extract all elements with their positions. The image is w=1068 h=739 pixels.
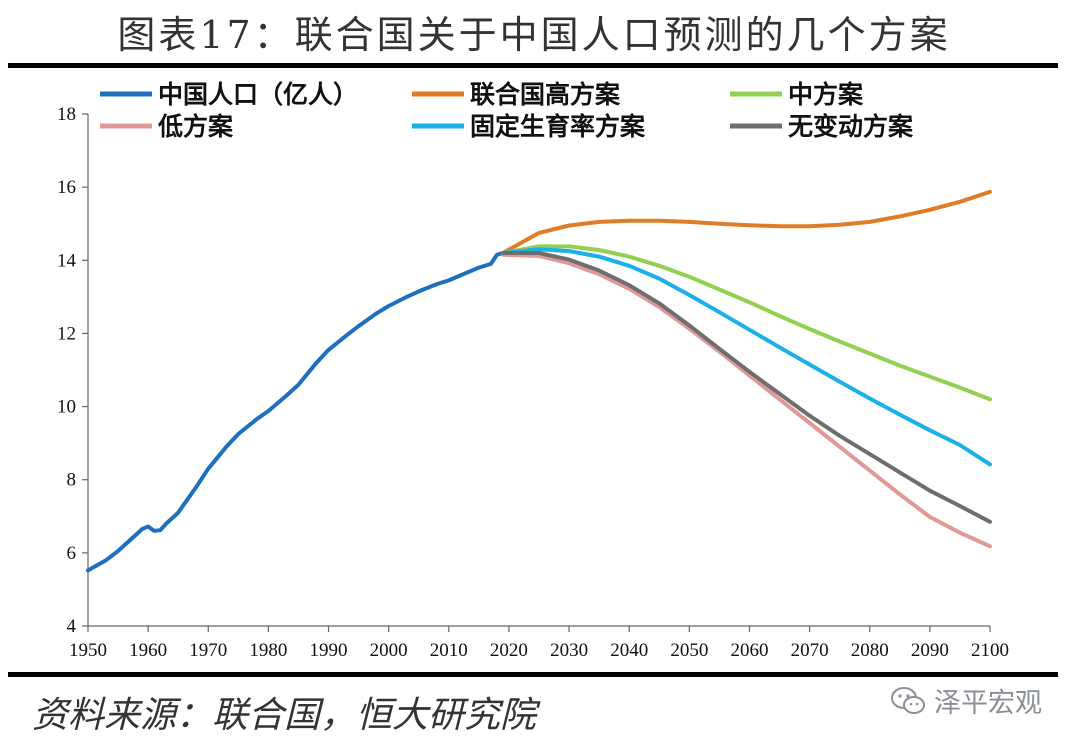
legend-label-4: 固定生育率方案 (470, 112, 646, 141)
legend-label-3: 低方案 (157, 112, 234, 141)
y-tick-label: 18 (57, 104, 76, 125)
x-tick-label: 2000 (370, 640, 408, 661)
y-tick-label: 4 (67, 616, 77, 637)
series-line-4 (500, 247, 992, 467)
chart-title: 图表17：联合国关于中国人口预测的几个方案 (117, 13, 951, 57)
wechat-icon (891, 686, 925, 714)
y-tick-label: 8 (67, 470, 77, 491)
y-tick-label: 10 (57, 397, 76, 418)
series-line-3 (500, 252, 992, 549)
x-tick-label: 2060 (730, 640, 768, 661)
x-tick-label: 2080 (851, 640, 889, 661)
top-divider (8, 63, 1058, 68)
y-tick-label: 16 (57, 177, 76, 198)
axes: 4 6 8 10 12 14 16 18 1950 1960 1970 1980 1990 2000 201… (57, 104, 1009, 661)
x-tick-label: 1990 (310, 640, 348, 661)
x-tick-label: 2090 (911, 640, 949, 661)
series-line-0 (86, 251, 505, 573)
x-tick-label: 1980 (249, 640, 287, 661)
y-tick-label: 14 (57, 250, 77, 271)
legend-label-1: 联合国高方案 (470, 80, 621, 109)
x-tick-label: 2050 (670, 640, 708, 661)
x-tick-label: 2070 (791, 640, 829, 661)
legend-label-2: 中方案 (788, 80, 864, 109)
x-tick-label: 1960 (129, 640, 167, 661)
series-line-1 (500, 189, 992, 255)
series-line-2 (500, 244, 992, 402)
x-tick-label: 2040 (610, 640, 648, 661)
watermark-label: 泽平宏观 (934, 688, 1042, 719)
source-note: 资料来源：联合国，恒大研究院 (32, 695, 537, 736)
x-tick-label: 2020 (490, 640, 528, 661)
series-lines (86, 189, 992, 573)
x-tick-label: 1970 (189, 640, 227, 661)
x-tick-label: 2100 (971, 640, 1009, 661)
x-tick-label: 2010 (430, 640, 468, 661)
legend-label-0: 中国人口（亿人） (158, 80, 358, 109)
legend-label-5: 无变动方案 (788, 112, 914, 141)
x-tick-label: 2030 (550, 640, 588, 661)
series-line-5 (500, 251, 992, 524)
watermark: 泽平宏观 (890, 681, 1042, 720)
x-tick-label: 1950 (69, 640, 107, 661)
y-tick-label: 12 (57, 323, 76, 344)
bottom-divider (8, 672, 1058, 677)
y-tick-label: 6 (67, 543, 77, 564)
